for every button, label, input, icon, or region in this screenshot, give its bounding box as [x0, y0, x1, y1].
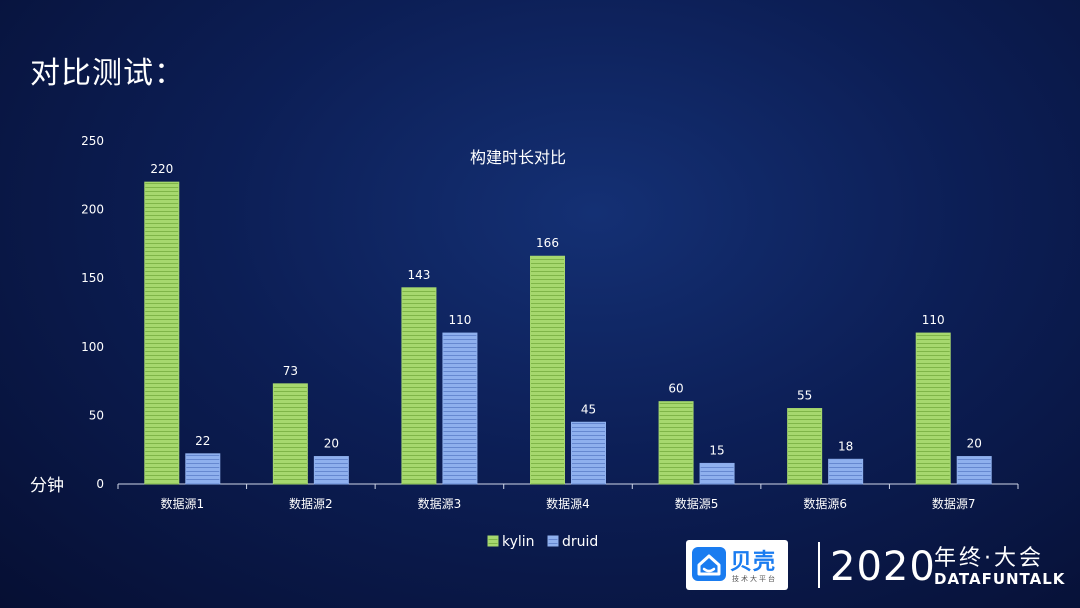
- bar-druid: [828, 458, 864, 485]
- x-category-label: 数据源4: [546, 496, 590, 511]
- bar-kylin: [272, 383, 308, 485]
- bar-kylin: [530, 255, 565, 485]
- legend-swatch-druid: [547, 535, 559, 547]
- data-label: 22: [195, 434, 210, 448]
- data-label: 60: [668, 382, 683, 396]
- bar-kylin: [787, 408, 823, 485]
- data-labels: 220 73 143 166 60 55 110 22 20 110 45 15 18 20: [150, 162, 982, 457]
- x-category-label: 数据源6: [803, 496, 847, 511]
- bar-druid: [699, 462, 735, 485]
- legend-label-druid: druid: [562, 534, 598, 550]
- y-tick-label: 100: [81, 340, 104, 354]
- brand-divider: [818, 542, 820, 588]
- footer-branding: 贝壳 技术大平台 2020 年终·大会 DATAFUNTALK: [686, 540, 1066, 590]
- data-label: 110: [922, 313, 945, 327]
- legend: kylin druid: [487, 534, 598, 550]
- y-axis-ticks: 0 50 100 150 200 250: [81, 134, 104, 491]
- data-label: 20: [967, 437, 982, 451]
- event-organizer: DATAFUNTALK: [934, 570, 1066, 588]
- chart-title: 构建时长对比: [470, 148, 566, 167]
- data-label: 18: [838, 439, 853, 453]
- bar-kylin: [401, 287, 437, 485]
- data-label: 45: [581, 402, 596, 416]
- data-label: 73: [283, 364, 298, 378]
- y-axis-label: 分钟: [30, 476, 64, 496]
- x-category-label: 数据源5: [675, 496, 719, 511]
- bar-kylin: [658, 401, 694, 485]
- house-icon: [692, 547, 726, 581]
- x-axis-ticks: 数据源1 数据源2 数据源3 数据源4 数据源5 数据源6 数据源7: [117, 484, 1019, 511]
- x-category-label: 数据源7: [932, 496, 976, 511]
- y-tick-label: 250: [81, 134, 104, 148]
- logo-name: 贝壳: [730, 550, 777, 575]
- x-category-label: 数据源1: [160, 496, 204, 511]
- data-label: 110: [448, 313, 471, 327]
- y-tick-label: 200: [81, 203, 104, 217]
- x-category-label: 数据源2: [289, 496, 333, 511]
- ke-logo: 贝壳 技术大平台: [686, 540, 788, 590]
- slide-title: 对比测试：: [30, 56, 185, 91]
- bar-druid: [956, 456, 992, 485]
- data-label: 220: [150, 162, 173, 176]
- y-tick-label: 0: [96, 477, 104, 491]
- bar-kylin: [915, 332, 951, 485]
- event-name: 年终·大会: [934, 546, 1044, 571]
- legend-label-kylin: kylin: [502, 534, 535, 550]
- event-year: 2020: [830, 544, 936, 590]
- bar-druid: [313, 456, 349, 485]
- bars: [144, 181, 992, 485]
- data-label: 166: [536, 236, 559, 250]
- y-tick-label: 150: [81, 271, 104, 285]
- data-label: 15: [709, 443, 724, 457]
- data-label: 143: [407, 268, 430, 282]
- x-category-label: 数据源3: [418, 496, 462, 511]
- logo-subtitle: 技术大平台: [732, 575, 777, 583]
- bar-druid: [442, 332, 478, 485]
- legend-swatch-kylin: [487, 535, 499, 547]
- bar-kylin: [144, 181, 180, 485]
- bar-druid: [185, 453, 221, 485]
- bar-druid: [571, 421, 606, 485]
- y-tick-label: 50: [89, 408, 104, 422]
- data-label: 20: [324, 437, 339, 451]
- data-label: 55: [797, 389, 812, 403]
